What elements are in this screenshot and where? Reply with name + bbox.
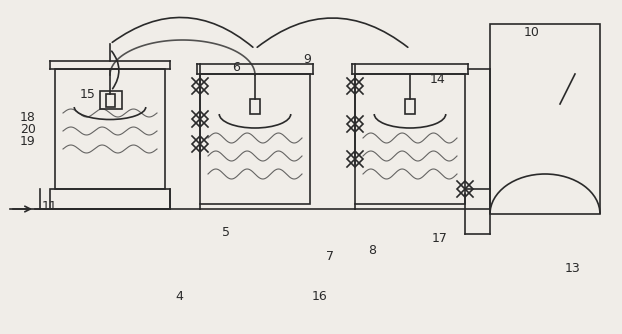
Text: 15: 15	[80, 88, 96, 101]
Bar	[405, 99, 415, 114]
Text: 18: 18	[20, 111, 36, 124]
Text: 6: 6	[232, 60, 240, 73]
Text: 11: 11	[42, 199, 58, 212]
Text: 4: 4	[175, 290, 183, 303]
Bar	[200, 74, 310, 204]
Bar	[100, 91, 122, 109]
Text: 16: 16	[312, 291, 328, 304]
Bar	[55, 69, 165, 189]
Text: 20: 20	[20, 123, 36, 136]
Text: 14: 14	[430, 72, 446, 86]
Text: 10: 10	[524, 25, 540, 38]
Text: 19: 19	[20, 135, 35, 148]
Text: 7: 7	[326, 249, 334, 263]
Bar	[106, 94, 114, 107]
Text: 8: 8	[368, 243, 376, 257]
Text: 13: 13	[565, 262, 581, 275]
Bar	[490, 24, 600, 214]
Bar	[50, 189, 170, 209]
Text: 9: 9	[303, 52, 311, 65]
Text: 17: 17	[432, 231, 448, 244]
Bar	[250, 99, 260, 114]
Bar	[355, 74, 465, 204]
Text: 5: 5	[222, 225, 230, 238]
